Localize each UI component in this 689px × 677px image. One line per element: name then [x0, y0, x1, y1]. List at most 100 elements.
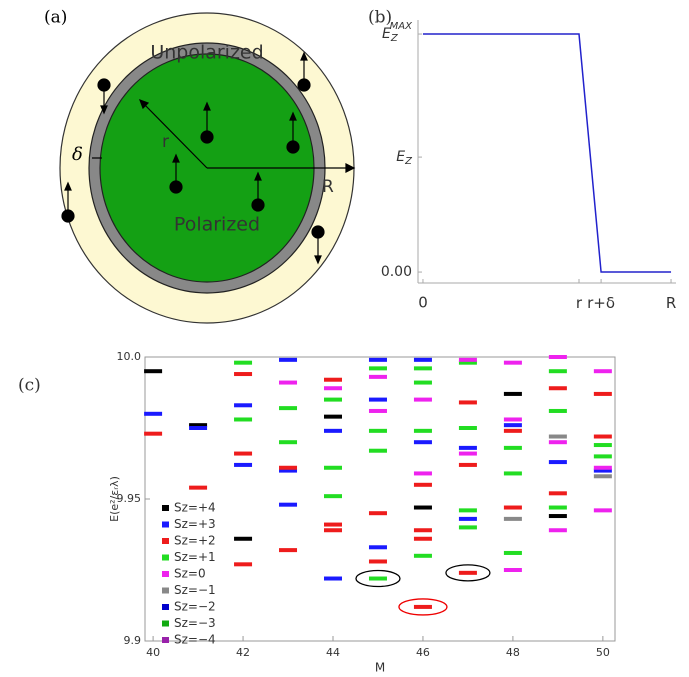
- level: [503, 550, 522, 555]
- level: [503, 417, 522, 422]
- level: [413, 366, 432, 371]
- y-tick-label: 0.00: [381, 264, 412, 280]
- x-tick-label: 40: [146, 646, 160, 659]
- legend-label: Sz=−1: [174, 583, 216, 597]
- x-tick-label: 46: [416, 646, 430, 659]
- level: [324, 465, 342, 470]
- level: [503, 516, 522, 521]
- level: [279, 357, 298, 362]
- level: [368, 448, 387, 453]
- inner-label: Polarized: [174, 214, 260, 236]
- level: [593, 465, 612, 470]
- level: [324, 494, 342, 499]
- level: [234, 417, 253, 422]
- level: [458, 426, 477, 430]
- level: [548, 386, 567, 391]
- level: [144, 411, 163, 416]
- level: [503, 428, 522, 433]
- x-tick-label: 44: [326, 646, 340, 659]
- level: [234, 451, 253, 456]
- legend-swatch: [162, 505, 169, 511]
- level: [324, 414, 342, 419]
- level: [234, 536, 253, 541]
- legend-swatch: [162, 538, 169, 544]
- level: [324, 397, 342, 402]
- level: [279, 548, 298, 553]
- data-line: [422, 33, 672, 273]
- level: [368, 408, 387, 413]
- x-tick-label: r: [576, 294, 583, 312]
- level: [324, 386, 342, 391]
- level: [503, 391, 522, 396]
- level: [368, 559, 387, 564]
- level: [324, 377, 342, 382]
- level: [548, 369, 567, 374]
- R-label: R: [322, 177, 334, 197]
- level: [368, 428, 387, 433]
- level: [593, 369, 612, 374]
- x-tick-label: 48: [506, 646, 520, 659]
- legend-label: Sz=+3: [174, 517, 216, 531]
- level: [413, 428, 432, 433]
- level: [368, 397, 387, 402]
- highlight: [445, 564, 491, 582]
- level: [324, 528, 342, 533]
- level: [413, 536, 432, 541]
- radius-lines: [92, 98, 356, 173]
- level: [593, 443, 612, 448]
- level: [458, 462, 477, 467]
- level: [548, 440, 567, 445]
- tick-label-main: 10.0: [117, 350, 142, 363]
- level: [279, 440, 298, 445]
- legend-swatch: [162, 521, 169, 528]
- level: [593, 454, 612, 459]
- legend-label: Sz=0: [174, 567, 206, 581]
- level: [458, 570, 477, 575]
- tick-label-main: E: [396, 149, 405, 165]
- y-tick-label: 10.0: [117, 350, 142, 363]
- y-axis-label: E(e²/εᵣλ): [108, 476, 121, 522]
- level: [548, 355, 567, 359]
- level: [189, 426, 208, 430]
- level: [458, 357, 477, 362]
- tick-label-sub: Z: [390, 33, 399, 44]
- level: [324, 522, 342, 527]
- level: [413, 528, 432, 533]
- panel-label: (a): [44, 8, 67, 28]
- legend-swatch: [162, 571, 169, 577]
- level: [234, 372, 253, 377]
- highlight: [398, 598, 448, 616]
- level: [548, 460, 567, 465]
- level: [368, 374, 387, 379]
- legend-swatch: [162, 637, 169, 643]
- level: [279, 502, 298, 507]
- level: [413, 357, 432, 362]
- diagram: (a) Unpolarized Polarized r R δ: [44, 8, 356, 324]
- level: [593, 468, 612, 473]
- tick-label-main: E: [382, 26, 391, 42]
- level: [503, 568, 522, 572]
- level: [458, 516, 477, 521]
- level: [548, 434, 567, 439]
- level: [503, 445, 522, 450]
- panel-label: (b): [368, 8, 392, 28]
- level: [279, 465, 298, 470]
- level: [279, 468, 298, 473]
- level: [234, 403, 253, 408]
- level: [413, 471, 432, 476]
- level: [458, 451, 477, 456]
- level: [413, 380, 432, 385]
- level: [548, 408, 567, 413]
- level: [458, 445, 477, 450]
- level: [324, 428, 342, 433]
- legend-label: Sz=−4: [174, 633, 216, 647]
- level: [234, 562, 253, 567]
- level: [593, 434, 612, 439]
- legend-swatch: [162, 620, 169, 627]
- tick-label-sub: Z: [404, 156, 413, 167]
- x-tick-label: 42: [236, 646, 250, 659]
- level: [503, 360, 522, 365]
- level: [324, 576, 342, 581]
- level: [503, 505, 522, 510]
